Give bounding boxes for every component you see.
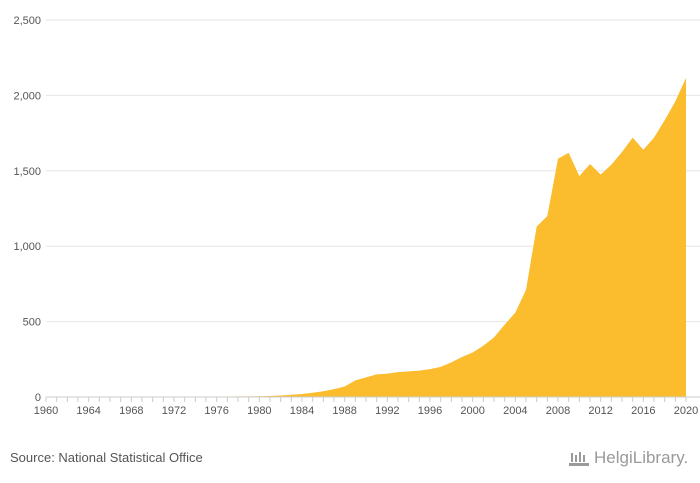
y-tick-label: 2,000 (13, 90, 41, 102)
x-tick-label: 1964 (76, 405, 100, 417)
y-tick-label: 1,500 (13, 166, 41, 178)
library-icon (569, 452, 589, 466)
x-tick-label: 2012 (588, 405, 612, 417)
x-tick-label: 2016 (631, 405, 655, 417)
x-tick-label: 1960 (34, 405, 58, 417)
brand-name: HelgiLibrary. (594, 448, 689, 467)
x-tick-label: 2020 (674, 405, 698, 417)
y-tick-label: 1,000 (13, 241, 41, 253)
y-tick-label: 0 (35, 392, 41, 404)
x-tick-label: 1980 (247, 405, 271, 417)
x-tick-label: 1988 (332, 405, 356, 417)
y-tick-label: 2,500 (13, 15, 41, 27)
x-tick-label: 1984 (290, 405, 314, 417)
area-chart: 0 500 1,000 1,500 2,000 2,500 1960 1964 1968 1972… (13, 15, 700, 417)
x-tick-label: 1996 (418, 405, 442, 417)
x-tick-label: 2008 (546, 405, 570, 417)
x-tick-label: 1972 (162, 405, 186, 417)
y-tick-label: 500 (23, 317, 41, 329)
x-tick-label: 1992 (375, 405, 399, 417)
x-tick-label: 1968 (119, 405, 143, 417)
series-area (46, 78, 686, 397)
brand-logo: HelgiLibrary. (568, 448, 688, 468)
x-tick-label: 2000 (460, 405, 484, 417)
source-note: Source: National Statistical Office (10, 450, 203, 465)
x-tick-label: 1976 (204, 405, 228, 417)
x-tick-label: 2004 (503, 405, 527, 417)
